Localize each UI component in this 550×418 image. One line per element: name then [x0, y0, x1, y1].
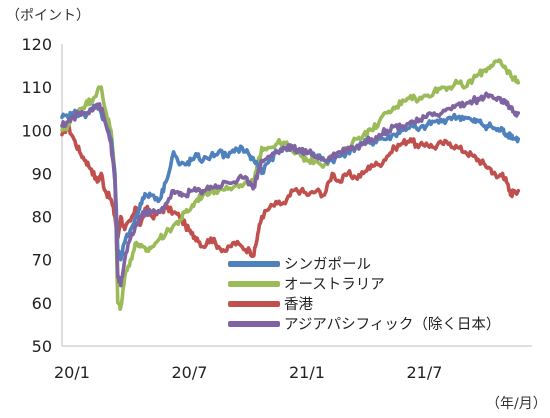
y-tick-label: 100	[21, 121, 52, 140]
series-line	[60, 58, 521, 311]
legend-swatch	[228, 261, 280, 267]
series-line	[60, 91, 521, 288]
y-tick-label: 90	[32, 164, 52, 183]
x-tick-label: 21/1	[289, 363, 325, 382]
series-line	[60, 102, 521, 262]
y-unit-label: （ポイント）	[6, 8, 90, 24]
legend-label: アジアパシフィック（除く日本）	[284, 316, 500, 333]
y-tick-label: 70	[32, 251, 52, 270]
x-tick-label: 20/1	[54, 363, 90, 382]
legend-label: シンガポール	[284, 256, 371, 273]
x-tick-label: 21/7	[407, 363, 443, 382]
x-unit-label: （年/月）	[486, 396, 547, 412]
legend-swatch	[228, 281, 280, 287]
legend-label: オーストラリア	[284, 277, 385, 293]
y-tick-label: 80	[32, 208, 52, 227]
x-tick-label: 20/7	[172, 363, 208, 382]
y-tick-label: 50	[32, 337, 52, 356]
legend-swatch	[228, 321, 280, 327]
series-line	[60, 124, 521, 258]
legend-label: 香港	[284, 296, 313, 313]
y-tick-label: 120	[21, 35, 52, 54]
y-tick-label: 110	[21, 78, 52, 97]
legend-swatch	[228, 301, 280, 307]
y-tick-label: 60	[32, 294, 52, 313]
